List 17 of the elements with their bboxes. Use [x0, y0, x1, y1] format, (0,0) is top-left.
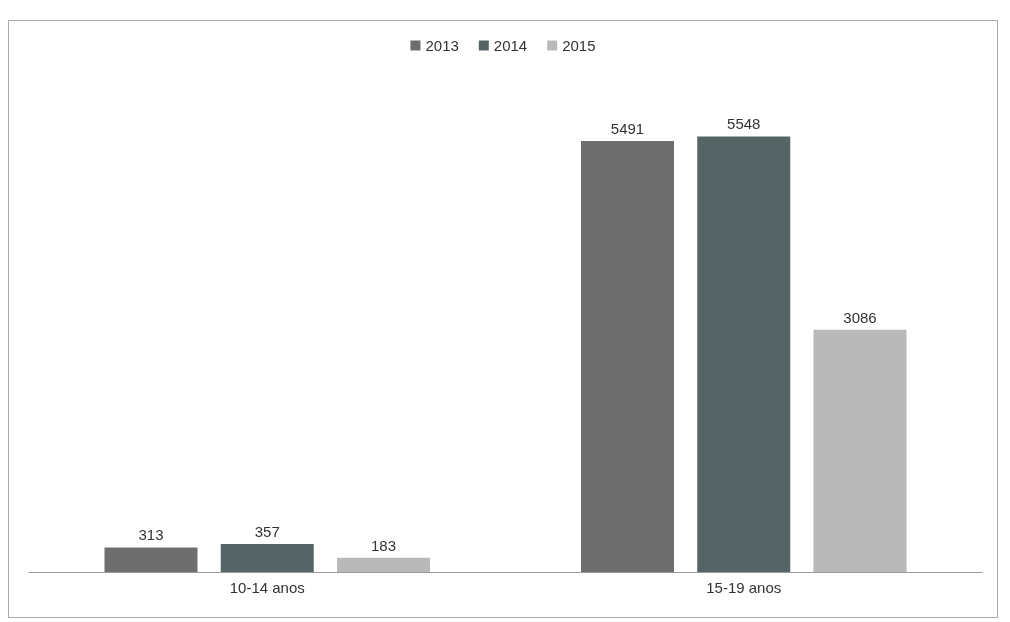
legend-label: 2013: [425, 37, 459, 54]
bar: [104, 547, 198, 572]
bar: [581, 140, 674, 572]
legend-label: 2014: [493, 37, 528, 54]
data-label: 183: [370, 536, 397, 554]
x-tick-label: 15-19 anos: [706, 579, 782, 596]
data-label: 5491: [610, 119, 645, 137]
bar: [337, 557, 430, 572]
x-tick-label: 10-14 anos: [229, 579, 305, 596]
legend-label: 2015: [562, 37, 596, 54]
bar: [813, 329, 907, 572]
data-label: 5548: [727, 115, 761, 133]
data-label: 357: [254, 522, 280, 540]
bar: [220, 543, 314, 572]
bar: [697, 136, 791, 572]
data-label: 3086: [843, 308, 877, 326]
data-label: 313: [138, 526, 164, 544]
